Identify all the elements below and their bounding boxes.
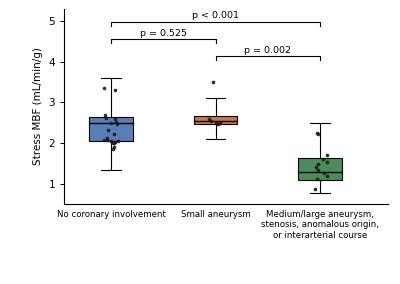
Point [315, 162, 321, 167]
Bar [89, 117, 133, 141]
Point [100, 137, 107, 142]
Point [314, 130, 321, 135]
Point [112, 88, 118, 92]
Point [114, 139, 121, 143]
Point [102, 113, 108, 118]
Point [324, 159, 330, 164]
Text: p = 0.525: p = 0.525 [140, 28, 187, 37]
Point [312, 187, 318, 191]
Point [114, 122, 120, 127]
Point [104, 136, 110, 141]
Point [105, 128, 111, 132]
Point [216, 120, 223, 125]
Point [110, 141, 116, 145]
Point [108, 120, 114, 125]
Point [213, 120, 219, 125]
Point [315, 132, 322, 137]
Point [103, 116, 109, 120]
Point [112, 120, 119, 124]
Point [313, 165, 319, 169]
Point [110, 141, 117, 145]
Text: p < 0.001: p < 0.001 [192, 11, 239, 20]
Point [112, 140, 118, 145]
Point [314, 177, 320, 181]
Point [324, 174, 330, 178]
Point [208, 118, 214, 123]
Point [111, 132, 118, 137]
Point [112, 116, 118, 121]
Point [206, 116, 212, 121]
Point [101, 86, 107, 90]
Point [209, 80, 216, 84]
Point [320, 156, 326, 161]
Y-axis label: Stress MBF (mL/min/g): Stress MBF (mL/min/g) [33, 47, 43, 166]
Point [320, 170, 327, 175]
Point [111, 144, 117, 149]
Point [104, 138, 110, 142]
Point [108, 139, 114, 143]
Point [324, 153, 330, 158]
Text: p = 0.002: p = 0.002 [244, 46, 291, 55]
Bar [194, 116, 238, 124]
Bar [298, 158, 342, 180]
Point [215, 121, 221, 126]
Point [315, 168, 321, 172]
Point [110, 146, 116, 151]
